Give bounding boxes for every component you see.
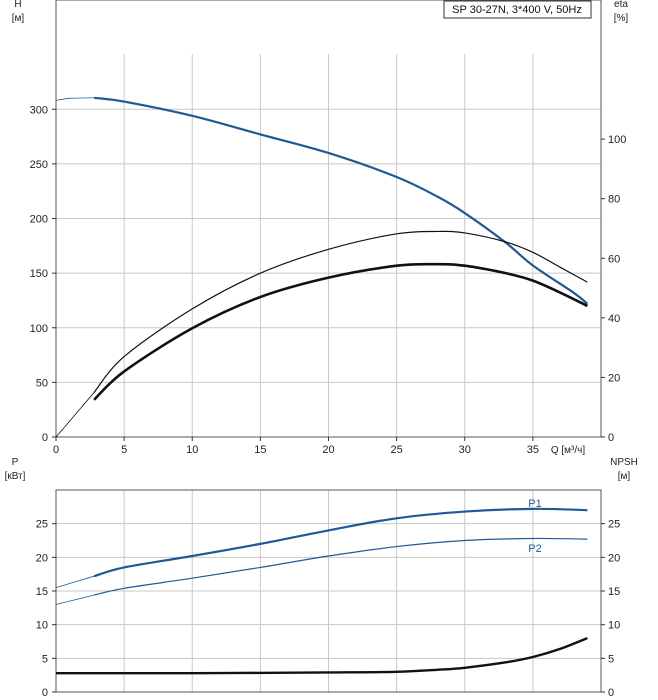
top-right-tick-label: 100 [608,134,626,146]
top-right-tick-label: 0 [608,432,614,444]
bottom-left-tick-label: 15 [36,586,48,598]
series-p1-extension [55,575,95,589]
top-left-tick-label: 50 [36,377,48,389]
x-tick-label: 30 [459,444,471,456]
top-right-tick-label: 60 [608,253,620,265]
chart-title: SP 30-27N, 3*400 V, 50Hz [452,4,582,16]
top-left-tick-label: 300 [30,104,48,116]
p-axis-label: P [12,457,19,468]
series-h-extension [55,97,95,101]
npsh-axis-label: NPSH [610,457,638,468]
top-left-tick-label: 100 [30,323,48,335]
npsh-axis-unit: [м] [618,471,631,482]
eta-axis-unit: [%] [614,13,629,24]
x-tick-label: 5 [121,444,127,456]
top-left-tick-label: 200 [30,214,48,226]
bottom-right-tick-label: 20 [608,552,620,564]
top-right-tick-label: 40 [608,313,620,325]
x-tick-label: 10 [186,444,198,456]
x-tick-label: 35 [527,444,539,456]
bottom-right-tick-label: 5 [608,653,614,665]
series-eta-extension [55,391,95,438]
series-label-p2: P2 [528,543,541,555]
top-right-tick-label: 80 [608,194,620,206]
series-p1-line [93,507,588,578]
top-left-tick-label: 250 [30,159,48,171]
bottom-right-tick-label: 0 [608,687,614,699]
bottom-left-tick-label: 25 [36,519,48,531]
x-tick-label: 15 [254,444,266,456]
bottom-right-tick-label: 15 [608,586,620,598]
series-p2-line [94,537,588,596]
bottom-left-tick-label: 0 [42,687,48,699]
bottom-right-tick-label: 10 [608,620,620,632]
series-lines [55,96,589,675]
series-h-line [94,96,589,305]
top-left-tick-label: 0 [42,432,48,444]
h-axis-label: H [14,0,21,10]
eta-axis-label: eta [614,0,628,10]
chart-title-box [443,0,592,19]
bottom-right-tick-label: 25 [608,519,620,531]
series-label-p1: P1 [528,498,541,510]
top-right-tick-label: 20 [608,372,620,384]
x-tick-label: 20 [322,444,334,456]
bottom-left-tick-label: 20 [36,552,48,564]
x-tick-label: 25 [391,444,403,456]
q-axis-label: Q [м³/ч] [551,445,586,456]
bottom-left-tick-label: 5 [42,653,48,665]
x-tick-label: 0 [53,444,59,456]
p-axis-unit: [кВт] [5,471,26,482]
top-left-tick-label: 150 [30,268,48,280]
gridlines [56,54,601,692]
series-eta_pump-line [93,262,588,401]
h-axis-unit: [м] [12,13,25,24]
bottom-left-tick-label: 10 [36,620,48,632]
series-p2-extension [55,594,95,605]
series-npsh-line [55,637,588,675]
series-eta-line [93,230,588,393]
